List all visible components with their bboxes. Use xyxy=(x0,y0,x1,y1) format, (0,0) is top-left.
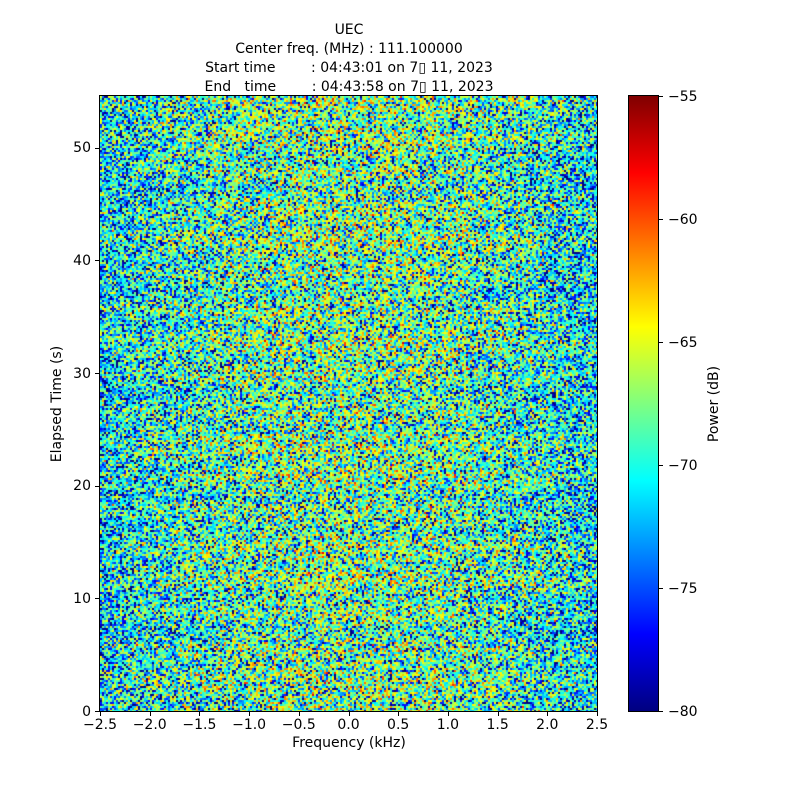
x-tick-mark xyxy=(348,712,350,716)
y-axis-label: Elapsed Time (s) xyxy=(49,345,65,463)
x-tick-label: 0.0 xyxy=(337,717,360,733)
x-tick-mark xyxy=(547,712,549,716)
colorbar-tick-mark xyxy=(659,588,663,589)
y-tick-label: 40 xyxy=(73,252,91,269)
start-time-line: Start time : 04:43:01 on 7▯ 11, 2023 xyxy=(205,60,493,76)
y-tick-label: 0 xyxy=(82,703,91,720)
x-tick-label: −2.5 xyxy=(83,717,117,733)
x-tick-mark xyxy=(298,712,300,716)
x-tick-label: −1.5 xyxy=(182,717,217,733)
x-tick-label: −2.0 xyxy=(132,717,167,733)
spectrogram-plot-area xyxy=(99,95,598,712)
colorbar-tick-label: −65 xyxy=(668,334,698,351)
colorbar-tick-label: −80 xyxy=(668,703,698,720)
x-tick-mark xyxy=(447,712,449,716)
y-tick-label: 50 xyxy=(73,140,91,157)
x-tick-mark xyxy=(100,712,101,716)
y-tick-label: 10 xyxy=(73,590,91,607)
x-tick-mark xyxy=(398,712,400,716)
colorbar-tick-mark xyxy=(659,342,663,343)
y-tick-mark xyxy=(95,260,99,262)
x-tick-label: 1.5 xyxy=(486,717,509,733)
x-tick-mark xyxy=(249,712,251,716)
x-tick-label: 2.5 xyxy=(585,717,609,733)
x-tick-mark xyxy=(597,712,598,716)
colorbar-tick-label: −60 xyxy=(668,211,698,228)
x-axis-label: Frequency (kHz) xyxy=(292,735,406,751)
colorbar-tick-mark xyxy=(659,711,663,712)
title-block: UEC Center freq. (MHz) : 111.100000 Star… xyxy=(99,21,599,97)
end-time-line: End time : 04:43:58 on 7▯ 11, 2023 xyxy=(204,79,494,95)
x-tick-label: −0.5 xyxy=(281,717,316,733)
colorbar-tick-label: −70 xyxy=(668,457,698,474)
x-tick-label: 2.0 xyxy=(536,717,559,733)
center-frequency-line: Center freq. (MHz) : 111.100000 xyxy=(235,41,463,57)
x-tick-mark xyxy=(199,712,201,716)
colorbar xyxy=(628,95,659,712)
y-tick-mark xyxy=(95,485,99,487)
plot-title: UEC xyxy=(334,22,364,38)
colorbar-tick-mark xyxy=(659,96,663,97)
x-tick-mark xyxy=(149,712,151,716)
x-tick-label: −1.0 xyxy=(232,717,267,733)
x-tick-label: 1.0 xyxy=(436,717,460,733)
colorbar-label: Power (dB) xyxy=(706,365,722,443)
y-tick-mark xyxy=(95,598,99,600)
colorbar-tick-label: −55 xyxy=(668,88,698,105)
spectrogram-noise-canvas xyxy=(100,96,597,711)
x-tick-mark xyxy=(497,712,499,716)
y-tick-label: 30 xyxy=(73,365,91,382)
y-tick-mark xyxy=(95,147,99,149)
y-tick-mark xyxy=(95,711,99,712)
y-tick-label: 20 xyxy=(73,478,91,495)
colorbar-tick-mark xyxy=(659,219,663,220)
y-tick-mark xyxy=(95,373,99,375)
colorbar-tick-label: −75 xyxy=(668,580,698,597)
colorbar-tick-mark xyxy=(659,465,663,466)
x-tick-label: 0.5 xyxy=(387,717,410,733)
